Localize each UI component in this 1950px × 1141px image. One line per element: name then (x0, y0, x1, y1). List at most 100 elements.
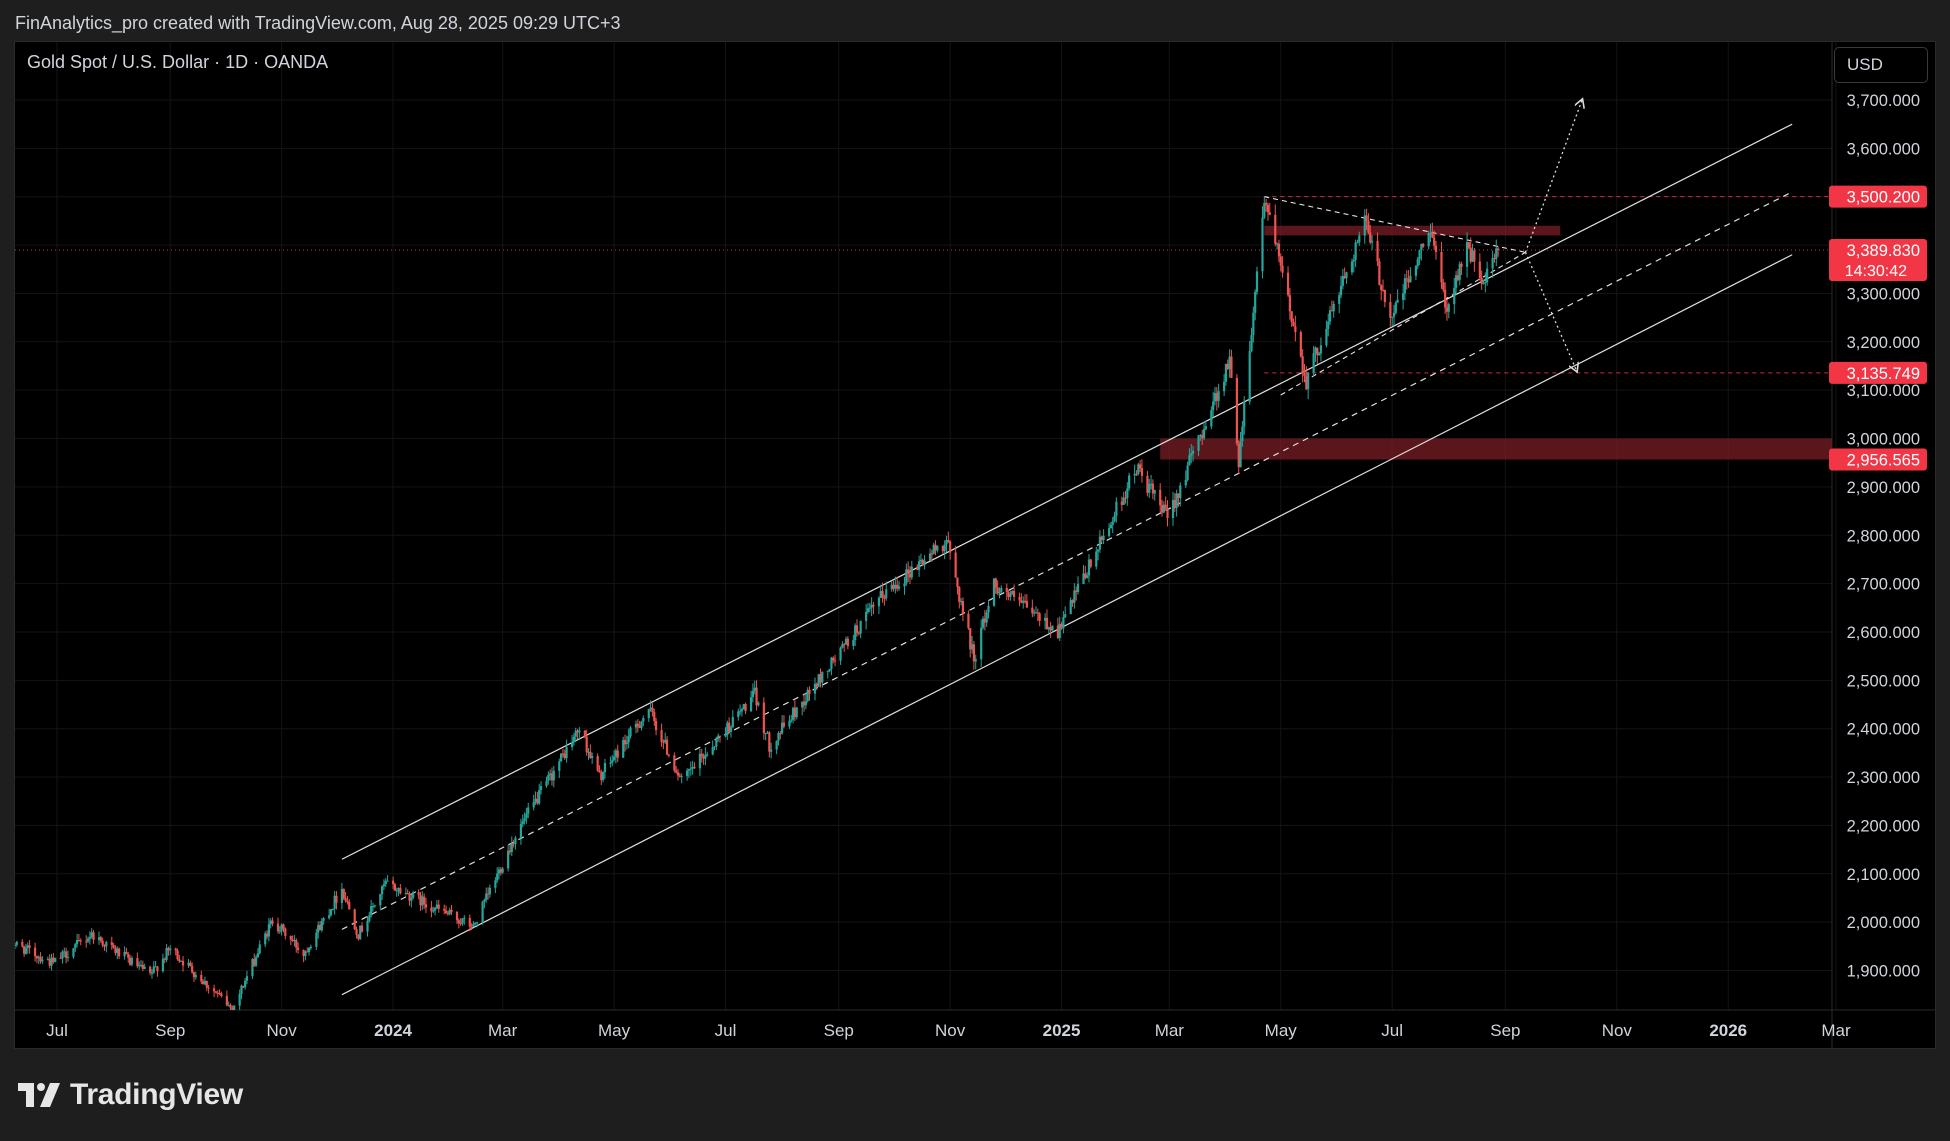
candle (1033, 609, 1036, 617)
price-tag-bg (1829, 361, 1927, 384)
candle (815, 682, 818, 690)
candle-body (614, 750, 618, 757)
candle (1363, 209, 1366, 244)
candle (852, 634, 855, 650)
candle-body (1109, 524, 1112, 529)
candle-body (370, 906, 373, 916)
candle (1095, 546, 1098, 570)
candle (424, 897, 428, 914)
candle-body (739, 711, 742, 713)
candle-body (883, 597, 886, 599)
candle (1343, 267, 1346, 280)
candle (514, 835, 517, 850)
candle (269, 918, 272, 929)
candle-body (1376, 240, 1379, 262)
candle (1279, 253, 1282, 272)
candle-body (1033, 612, 1036, 614)
candle-body (954, 552, 957, 578)
candle-body (512, 843, 515, 845)
candle (678, 772, 681, 778)
candle (790, 714, 793, 723)
candle (879, 584, 882, 599)
price-tick-label: 2,800.000 (1847, 527, 1920, 545)
candle (525, 807, 528, 824)
candle-body (1230, 356, 1233, 378)
candle (421, 891, 424, 910)
candle-body (278, 930, 281, 932)
candle (309, 944, 312, 950)
candle (855, 619, 859, 637)
candle (1378, 258, 1381, 286)
candle-body (141, 964, 144, 969)
price-tick-label: 2,500.000 (1847, 672, 1920, 690)
candle (1447, 302, 1450, 319)
candle (980, 619, 983, 667)
candle-body (1294, 326, 1297, 333)
candle (1197, 434, 1200, 456)
candle (828, 668, 831, 673)
candle-body (12, 944, 14, 946)
candle (1275, 242, 1279, 250)
candle (1429, 223, 1432, 243)
candle (1018, 592, 1021, 607)
candle (806, 687, 809, 703)
candle (130, 955, 133, 967)
candle-body (1009, 593, 1012, 597)
candle (289, 935, 292, 946)
candle-body (1202, 429, 1206, 439)
candle-body (85, 941, 88, 943)
candle (744, 702, 747, 715)
candle (560, 753, 563, 762)
price-tick-label: 3,100.000 (1847, 382, 1920, 400)
tradingview-logo[interactable]: TradingView (18, 1078, 243, 1112)
candle (539, 781, 543, 795)
candle-body (1228, 356, 1231, 370)
currency-button[interactable]: USD (1834, 47, 1928, 83)
candle (33, 942, 37, 962)
candle (194, 971, 197, 980)
candle (256, 948, 260, 959)
candle (240, 984, 243, 1000)
candle (254, 954, 258, 968)
candle-body (923, 560, 926, 566)
candle (1058, 616, 1061, 642)
candle (1241, 420, 1244, 447)
candle-body (1089, 559, 1092, 567)
candle (333, 891, 336, 915)
candle-body (1201, 435, 1204, 439)
candle-body (1394, 302, 1397, 313)
candle (1159, 483, 1162, 514)
candle (532, 794, 535, 811)
candle-body (1073, 590, 1076, 603)
candle (612, 749, 616, 762)
candle (538, 783, 541, 806)
candle (138, 961, 141, 970)
candle (634, 720, 638, 734)
candle (689, 761, 692, 776)
candle (854, 623, 857, 646)
candle (662, 739, 665, 750)
candle (23, 945, 26, 957)
candle (1201, 429, 1204, 446)
candle-body (1252, 312, 1255, 336)
candle-body (1047, 627, 1050, 630)
candle-body (1444, 289, 1447, 308)
candle (1274, 204, 1277, 247)
candle-body (576, 730, 579, 733)
candle-body (1279, 256, 1282, 266)
candle (59, 952, 62, 959)
candle-body (726, 722, 729, 735)
candle-body (1038, 613, 1041, 621)
candle (264, 931, 267, 948)
candle-body (63, 951, 66, 953)
candle-body (777, 733, 780, 741)
bearish-scenario-arrow (1524, 252, 1576, 370)
candle-body (815, 683, 818, 687)
candle-body (92, 932, 95, 940)
candle-body (521, 821, 524, 825)
candle (1239, 431, 1242, 468)
candle-body (832, 657, 835, 661)
candle (10, 933, 12, 948)
candle (711, 740, 714, 756)
